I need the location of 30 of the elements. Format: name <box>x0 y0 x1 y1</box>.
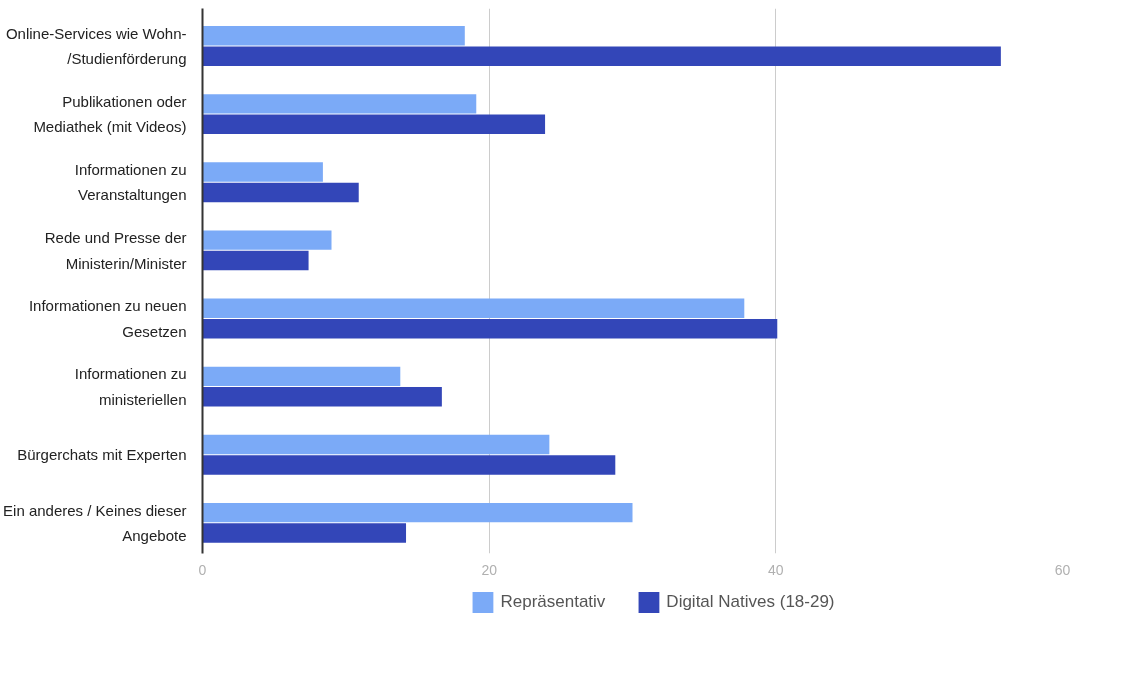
bar <box>202 26 465 46</box>
y-tick-label: Informationen zu Veranstaltungen <box>74 160 187 204</box>
bar <box>202 318 778 339</box>
x-tick-label: 0 <box>198 561 207 578</box>
bar <box>202 455 616 475</box>
bar <box>202 387 442 407</box>
y-tick-label: Bürgerchats mit Experten <box>17 446 187 464</box>
legend-label: Repräsentativ <box>500 592 606 612</box>
bar <box>202 250 309 271</box>
y-tick-label: Rede und Presse der Ministerin/Minister <box>44 229 187 272</box>
y-tick-label: Ein anderes / Keines dieser Angebote <box>3 501 187 545</box>
y-tick-label: Informationen zu ministeriellen <box>74 365 187 408</box>
bar <box>202 162 323 182</box>
bar <box>202 46 1001 66</box>
bar <box>202 434 550 455</box>
bar <box>202 182 359 203</box>
x-tick-label: 60 <box>1054 561 1071 578</box>
bar <box>202 114 546 135</box>
x-tick-label: 20 <box>481 561 498 578</box>
bar <box>202 94 477 114</box>
bar <box>202 523 407 543</box>
bar <box>202 230 332 250</box>
bar <box>202 366 401 387</box>
y-tick-label: Online-Services wie Wohn- /Studienförderung <box>5 24 187 68</box>
x-tick-label: 40 <box>768 561 784 578</box>
bar <box>202 298 745 318</box>
y-tick-label: Publikationen oder Mediathek (mit Videos) <box>33 92 187 136</box>
y-tick-label: Informationen zu neuen Gesetzen <box>28 297 187 340</box>
legend-label: Digital Natives (18-29) <box>666 592 835 612</box>
bar <box>202 502 633 523</box>
